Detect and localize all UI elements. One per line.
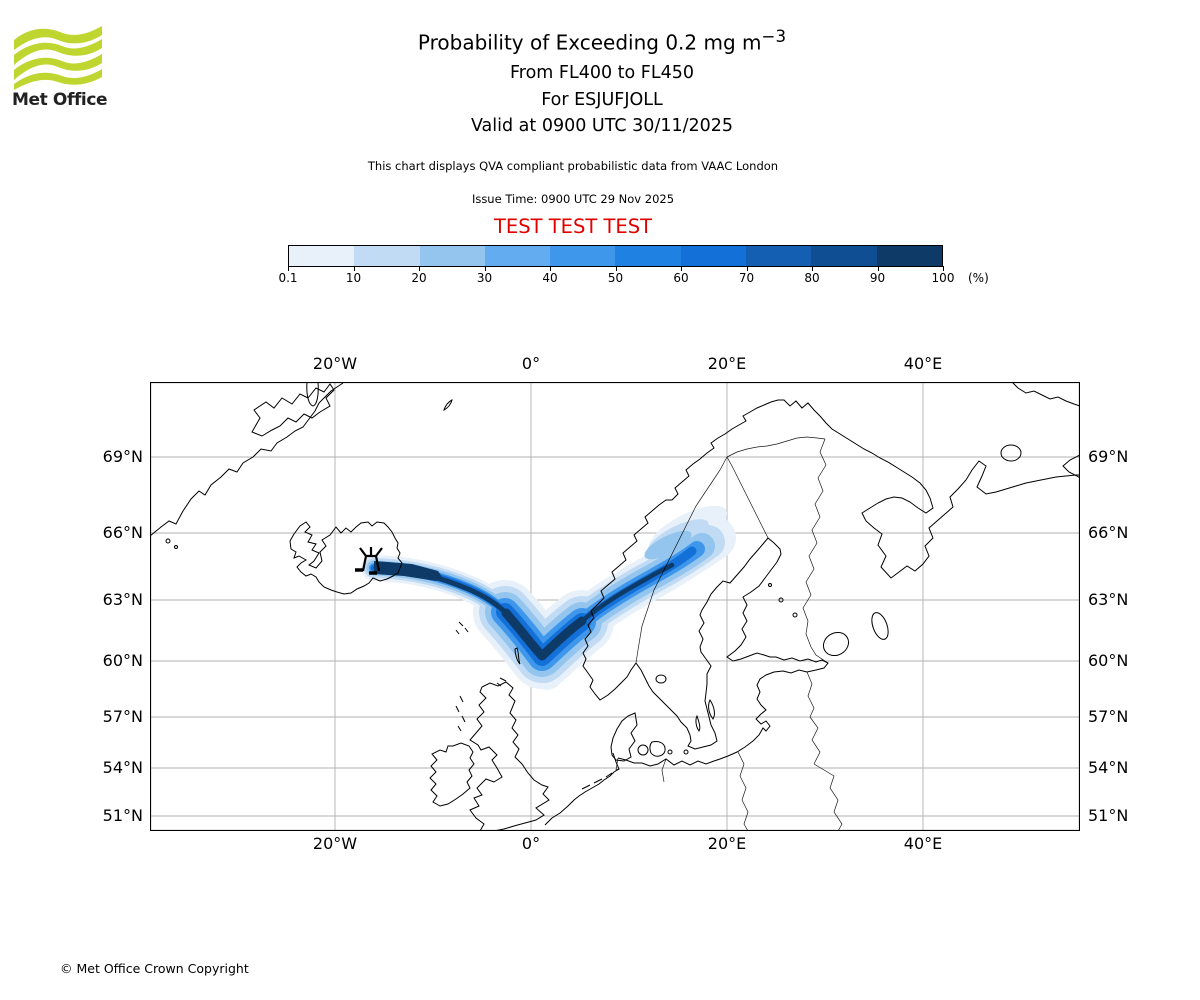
coast-kolguyev	[1000, 444, 1022, 462]
coast-norway-kola	[582, 399, 1080, 701]
colorbar-segment	[419, 246, 485, 266]
test-banner: TEST TEST TEST	[494, 215, 652, 238]
coast-wadden-islands	[581, 772, 613, 790]
lat-label-left: 63°N	[102, 590, 143, 609]
coast-hebrides	[455, 695, 466, 732]
coast-ireland	[429, 742, 475, 807]
colorbar-tick-label: 80	[804, 271, 820, 285]
colorbar-tick-label: 30	[476, 271, 493, 285]
lat-label-left: 54°N	[102, 758, 143, 777]
page-title: Probability of Exceeding 0.2 mg m−3	[252, 27, 952, 55]
colorbar-segment	[876, 246, 942, 266]
coast-faroes	[455, 621, 469, 635]
colorbar-tick-label: 0.1	[278, 271, 298, 285]
colorbar-segment	[746, 246, 812, 266]
coast-gotland	[708, 699, 715, 720]
lon-label-top: 20°W	[312, 354, 358, 373]
colorbar-ticks	[288, 266, 944, 271]
colorbar-segment	[354, 246, 420, 266]
volcano-marker	[355, 547, 383, 575]
lat-label-right: 51°N	[1088, 806, 1129, 825]
colorbar-tick-label: 10	[345, 271, 362, 285]
coast-oland	[695, 714, 701, 732]
colorbar-tick-label: 20	[411, 271, 427, 285]
colorbar-tick-labels: 0.1 10 20 30 40 50 60 70 80 90 100	[278, 271, 954, 287]
lat-label-right: 63°N	[1088, 590, 1129, 609]
colorbar-segment	[289, 246, 355, 266]
colorbar-tick-label: 100	[931, 271, 955, 285]
colorbar-segment	[484, 246, 551, 266]
title-text: Probability of Exceeding 0.2 mg m	[417, 30, 762, 55]
lat-label-right: 57°N	[1088, 707, 1129, 726]
lake-vanern	[655, 674, 667, 684]
lat-label-left: 69°N	[102, 447, 143, 466]
colorbar-tick-label: 70	[738, 271, 755, 285]
lon-label-bottom: 0°	[521, 834, 541, 853]
coast-greenland-inlet	[306, 382, 319, 407]
colorbar-unit-label: (%)	[968, 271, 989, 285]
lake-ladoga	[822, 631, 850, 657]
lat-label-right: 60°N	[1088, 651, 1129, 670]
coast-greenland-fjords	[251, 383, 335, 437]
coast-right-edge	[1062, 454, 1080, 479]
colorbar-segment	[615, 246, 681, 266]
subtitle-valid-time: Valid at 0900 UTC 30/11/2025	[470, 116, 734, 136]
lat-label-right: 66°N	[1088, 523, 1129, 542]
subtitle-volcano: For ESJUFJOLL	[541, 90, 663, 110]
lon-label-top: 40°E	[903, 354, 943, 373]
title-exponent: −3	[761, 27, 787, 46]
lat-label-left: 66°N	[102, 523, 143, 542]
lon-label-top: 20°E	[707, 354, 747, 373]
lon-label-bottom: 20°W	[312, 834, 358, 853]
coast-orkney	[496, 677, 507, 687]
coast-iceland	[289, 521, 403, 595]
map-frame	[150, 382, 1080, 831]
coast-zealand	[649, 741, 666, 757]
coast-shetland	[514, 647, 521, 665]
lon-label-bottom: 40°E	[903, 834, 943, 853]
coast-denmark	[610, 712, 638, 762]
colorbar-tick-label: 90	[869, 271, 886, 285]
met-office-logo-text: Met Office	[12, 90, 108, 110]
lat-label-left: 51°N	[102, 806, 143, 825]
met-office-logo-icon	[14, 26, 102, 90]
coast-baltic	[617, 537, 829, 767]
coast-top-right	[1011, 382, 1080, 407]
colorbar-segment	[550, 246, 616, 266]
coast-netherlands-germany	[544, 752, 620, 826]
lon-label-top: 0°	[521, 354, 541, 373]
ash-plume	[361, 505, 736, 690]
coastlines	[150, 382, 1080, 831]
colorbar-segment	[680, 246, 747, 266]
copyright-text: © Met Office Crown Copyright	[60, 961, 249, 976]
coast-greenland	[150, 382, 344, 537]
lon-label-bottom: 20°E	[707, 834, 747, 853]
colorbar-tick-label: 50	[607, 271, 624, 285]
lat-label-right: 69°N	[1088, 447, 1129, 466]
country-borders	[615, 436, 843, 831]
map-panel	[150, 382, 1080, 831]
lat-label-left: 60°N	[102, 651, 143, 670]
issue-time: Issue Time: 0900 UTC 29 Nov 2025	[471, 192, 675, 206]
colorbar-segment	[811, 246, 877, 266]
colorbar-tick-label: 60	[673, 271, 689, 285]
coast-jan-mayen	[443, 399, 453, 411]
qva-note: This chart displays QVA compliant probab…	[367, 159, 779, 173]
coast-funen	[637, 744, 649, 756]
colorbar-tick-label: 40	[542, 271, 558, 285]
lat-label-right: 54°N	[1088, 758, 1129, 777]
lake-onega	[871, 612, 889, 640]
coast-great-britain	[469, 681, 550, 831]
probability-colorbar	[288, 245, 943, 267]
subtitle-flight-levels: From FL400 to FL450	[509, 63, 695, 83]
lat-label-left: 57°N	[102, 707, 143, 726]
